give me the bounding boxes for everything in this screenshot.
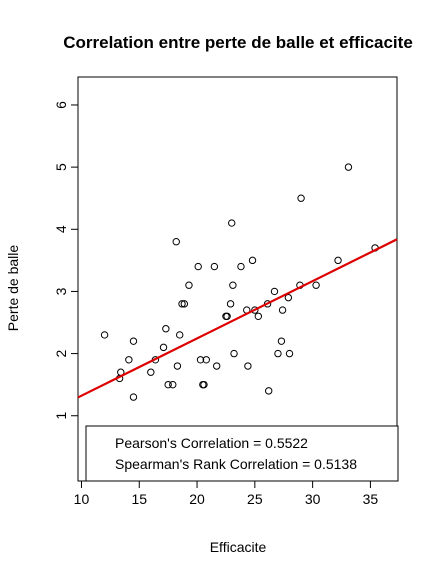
x-tick-label: 10 (74, 491, 90, 507)
x-axis-label: Efficacite (210, 539, 267, 555)
legend-box (85, 425, 399, 482)
data-point (344, 163, 353, 171)
data-point (194, 262, 202, 271)
data-point (312, 281, 320, 289)
data-point (173, 362, 182, 370)
data-point (277, 337, 286, 345)
data-point (169, 380, 177, 389)
data-point (147, 368, 155, 376)
spearman-correlation-label: Spearman's Rank Correlation = 0.5138 (115, 456, 357, 472)
data-point (223, 312, 231, 320)
data-point (244, 362, 252, 370)
y-tick-label: 5 (53, 163, 69, 171)
data-point (270, 287, 279, 296)
data-point (125, 356, 133, 364)
plot-area (77, 76, 398, 482)
y-tick-label: 4 (53, 225, 69, 233)
y-axis-label: Perte de balle (5, 245, 21, 332)
data-point (129, 393, 138, 401)
data-point (210, 262, 219, 271)
data-point (278, 306, 287, 314)
data-point (265, 387, 273, 395)
data-point (178, 300, 186, 308)
data-point (162, 325, 170, 333)
y-tick-label: 1 (53, 412, 69, 420)
data-point (230, 349, 238, 358)
data-point (202, 356, 210, 364)
data-point (285, 349, 294, 358)
data-point (297, 194, 305, 202)
data-point (251, 306, 259, 314)
data-point (284, 293, 293, 302)
data-point (176, 331, 184, 339)
data-point (180, 300, 189, 308)
regression-line (77, 238, 398, 399)
x-tick-label: 20 (189, 491, 205, 507)
y-tick-label: 6 (53, 101, 69, 109)
data-point (200, 380, 208, 389)
data-point (159, 343, 168, 352)
pearson-correlation-label: Pearson's Correlation = 0.5522 (115, 435, 308, 451)
y-tick-label: 2 (53, 349, 69, 357)
data-point (226, 300, 235, 308)
data-point (185, 281, 193, 289)
data-point (164, 380, 172, 389)
x-axis: 10 15 20 25 30 35 (74, 480, 379, 507)
correlation-legend: Pearson's Correlation = 0.5522 Spearman'… (85, 425, 399, 482)
data-point (172, 238, 180, 246)
data-point (100, 331, 109, 339)
data-point (237, 262, 245, 271)
chart-title: Correlation entre perte de balle et effi… (63, 33, 413, 52)
data-point (229, 281, 237, 289)
data-point (248, 256, 257, 265)
data-point (274, 349, 282, 358)
data-point (334, 256, 342, 265)
data-point (212, 362, 221, 370)
data-point (196, 356, 205, 364)
x-tick-label: 30 (305, 491, 321, 507)
x-tick-label: 35 (363, 491, 379, 507)
x-tick-label: 25 (247, 491, 263, 507)
plot-border (77, 76, 398, 482)
data-point (254, 312, 263, 320)
y-tick-label: 3 (53, 287, 69, 295)
data-point (228, 219, 236, 227)
y-axis: 1 2 3 4 5 6 (53, 101, 79, 420)
data-point (129, 337, 138, 345)
x-tick-label: 15 (131, 491, 147, 507)
